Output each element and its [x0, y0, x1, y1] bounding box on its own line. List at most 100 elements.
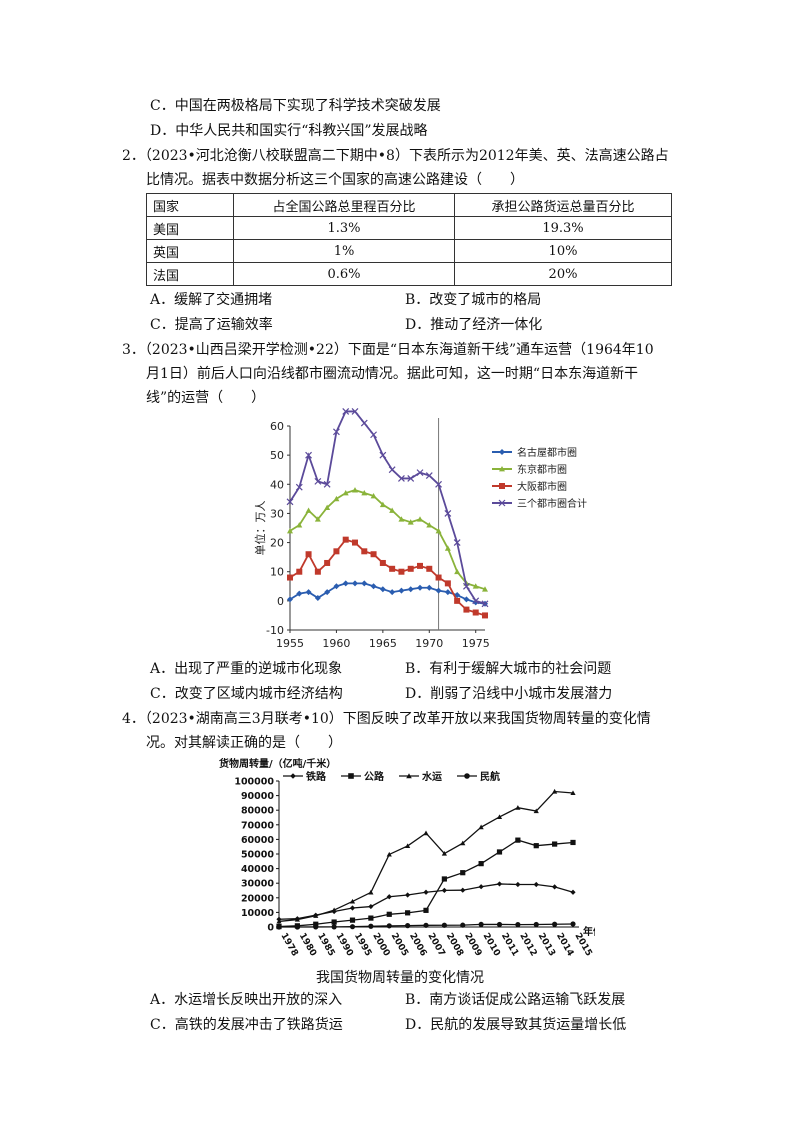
data-point-marker: [441, 876, 447, 882]
data-point-marker: [368, 889, 374, 895]
data-point-marker: [552, 788, 558, 794]
data-point-marker: [426, 522, 433, 528]
y-tick-label: 20: [270, 537, 284, 550]
data-point-marker: [352, 487, 358, 493]
data-point-marker: [552, 841, 558, 847]
data-point-marker: [417, 584, 423, 591]
x-tick-label: 1970: [415, 637, 443, 650]
chart-title: 货物周转量/（亿吨/千米）: [219, 757, 336, 770]
data-point-marker: [453, 539, 461, 546]
q4-option-d: D．民航的发展导致其货运量增长低: [405, 1017, 627, 1033]
freight-line-chart: 货物周转量/（亿吨/千米） 0 10000 20000 30000 40000 50000 6…: [219, 757, 595, 959]
table-cell: 20%: [454, 262, 672, 286]
data-point-marker: [305, 451, 312, 459]
data-point-marker: [423, 830, 429, 836]
data-point-marker: [444, 589, 451, 596]
y-tick-label: 40000: [241, 864, 274, 875]
data-point-marker: [368, 903, 374, 910]
table-cell: 1%: [233, 239, 455, 263]
data-point-marker: [370, 492, 377, 499]
x-tick-label: 2014: [554, 932, 575, 959]
y-tick-label: 90000: [241, 791, 274, 802]
data-point-marker: [342, 536, 349, 543]
x-tick-label: 2012: [517, 932, 538, 959]
data-point-marker: [444, 510, 452, 517]
data-point-marker: [482, 612, 488, 619]
data-point-marker: [398, 475, 405, 482]
data-point-marker: [398, 516, 405, 522]
q2-data-table: 国家 占全国公路总里程百分比 承担公路货运总量百分比 美国 1.3% 19.3%…: [146, 193, 672, 286]
data-point-marker: [464, 773, 470, 779]
data-point-marker: [296, 522, 303, 528]
data-point-marker: [314, 477, 322, 485]
legend-label: 民航: [480, 770, 500, 783]
data-point-marker: [370, 431, 377, 439]
data-point-marker: [570, 790, 576, 796]
q4-option-b: B．南方谈话促成公路运输飞跃发展: [405, 992, 626, 1008]
data-point-marker: [499, 483, 505, 489]
data-point-marker: [515, 922, 521, 928]
data-point-marker: [435, 574, 442, 581]
data-point-marker: [406, 773, 412, 779]
data-point-marker: [349, 898, 356, 904]
y-tick-label: 30: [270, 507, 284, 520]
data-point-marker: [333, 548, 340, 555]
x-tick-label: 1980: [297, 932, 318, 959]
x-tick-label: 1975: [462, 637, 490, 650]
data-point-marker: [478, 884, 484, 890]
chart-caption: 我国货物周转量的变化情况: [316, 970, 484, 986]
data-point-marker: [552, 921, 558, 927]
data-point-marker: [472, 583, 479, 589]
y-tick-label: 50: [270, 449, 284, 462]
series-line: [278, 790, 574, 923]
data-point-marker: [388, 466, 396, 474]
data-point-marker: [379, 451, 387, 459]
data-point-marker: [460, 922, 466, 928]
data-point-marker: [276, 924, 282, 930]
x-tick-label: 2010: [481, 932, 502, 959]
data-point-marker: [533, 881, 539, 888]
table-cell: 美国: [146, 216, 234, 240]
table-cell: 英国: [146, 239, 234, 263]
data-point-marker: [361, 490, 368, 496]
data-point-marker: [444, 580, 451, 587]
data-point-marker: [313, 921, 319, 927]
y-tick-label: 60000: [241, 835, 274, 846]
y-tick-label: 10: [270, 566, 284, 579]
data-point-marker: [441, 850, 447, 856]
data-point-marker: [496, 881, 503, 887]
x-tick-label: 2008: [444, 932, 465, 959]
data-point-marker: [482, 586, 488, 592]
x-tick-label: 1978: [278, 932, 299, 959]
data-point-marker: [460, 870, 466, 876]
data-point-marker: [349, 905, 356, 911]
legend-label: 三个都市圈合计: [517, 497, 587, 510]
data-point-marker: [417, 516, 423, 522]
data-point-marker: [441, 887, 447, 893]
table-row: 法国 0.6% 20%: [146, 262, 672, 286]
y-tick-label: 60: [270, 420, 284, 433]
x-tick-label: 1965: [369, 637, 397, 650]
data-point-marker: [407, 565, 414, 572]
data-point-marker: [416, 469, 424, 477]
y-tick-label: 30000: [241, 879, 274, 890]
data-point-marker: [370, 583, 377, 590]
data-point-marker: [342, 580, 349, 587]
data-point-marker: [496, 849, 503, 855]
x-tick-label: 1990: [334, 932, 355, 959]
data-point-marker: [352, 539, 358, 546]
y-tick-label: 20000: [241, 893, 274, 904]
x-tick-label: 1955: [276, 637, 304, 650]
data-point-marker: [499, 466, 505, 472]
data-point-marker: [386, 911, 392, 917]
table-header-cell: 承担公路货运总量百分比: [454, 193, 672, 217]
data-point-marker: [570, 839, 576, 846]
data-point-marker: [314, 516, 321, 522]
data-point-marker: [552, 884, 558, 890]
data-point-marker: [386, 894, 392, 900]
data-point-marker: [407, 519, 414, 525]
data-point-marker: [313, 913, 319, 918]
data-point-marker: [296, 568, 303, 575]
series-line: [289, 538, 486, 617]
legend-label: 水运: [421, 770, 442, 783]
